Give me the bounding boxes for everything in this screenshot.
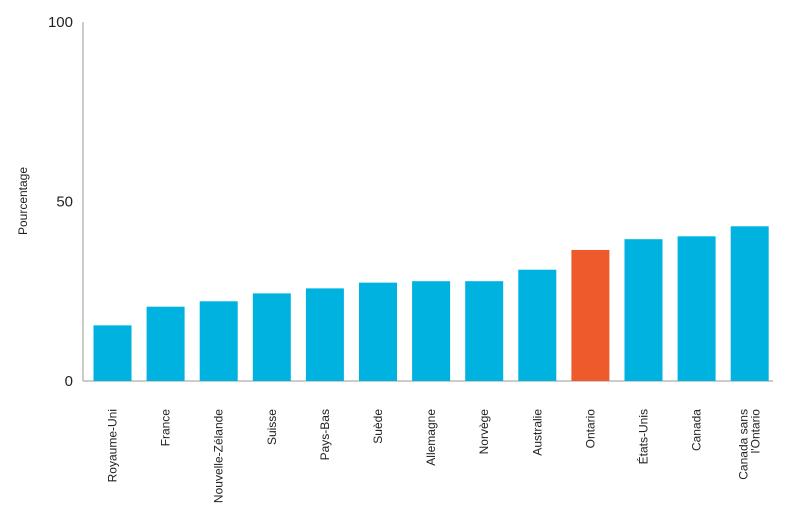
category-label-group: États-Unis [636,409,651,464]
y-tick-label: 50 [56,194,73,211]
y-axis-title-group: Pourcentage [16,167,30,235]
category-label: Suisse [265,409,279,445]
bar-états-unis [624,239,663,381]
category-label: Nouvelle-Zélande [212,409,226,503]
category-label: Allemagne [424,409,438,466]
category-label: Ontario [583,409,597,449]
bar-australie [518,269,557,381]
category-label-group: Suisse [265,409,279,445]
y-axis-ticks: 0 50 100 [48,14,73,390]
category-label: Australie [530,409,544,456]
y-tick-label: 0 [65,373,73,390]
bar-allemagne [412,281,451,381]
category-label-group: Royaume-Uni [106,409,120,482]
bar-suisse [252,293,291,381]
bar-royaume-uni [93,325,132,381]
category-label: États-Unis [636,409,651,464]
bar-norvège [465,281,504,381]
category-label-group: Ontario [583,409,597,449]
category-label-group: Canada [690,409,704,451]
category-label: l'Ontario [749,409,763,454]
bar-pays-bas [305,288,344,381]
bars [93,226,769,381]
bar-canada [677,236,716,381]
category-label: Norvège [477,409,491,455]
category-label-group: France [159,409,173,447]
category-label-group: Pays-Bas [318,409,332,460]
category-label: Pays-Bas [318,409,332,460]
category-label: Canada sans [737,409,751,480]
category-label-group: Norvège [477,409,491,455]
category-label: Suède [371,409,385,444]
category-label-group: Nouvelle-Zélande [212,409,226,503]
bar-suède [359,282,397,381]
category-label-group: Suède [371,409,385,444]
category-label: Royaume-Uni [106,409,120,482]
category-labels: Royaume-Uni France Nouvelle-Zélande Suisse P… [106,409,763,503]
bar-canada-sans-l-ontario [730,226,769,381]
category-label-group: Australie [530,409,544,456]
category-label-group: Allemagne [424,409,438,466]
category-label: France [159,409,173,447]
bar-ontario [571,249,610,381]
bar-nouvelle-zélande [199,301,238,381]
y-axis-title: Pourcentage [16,167,30,235]
y-tick-label: 100 [48,14,73,31]
bar-france [146,306,185,381]
category-label: Canada [690,409,704,451]
